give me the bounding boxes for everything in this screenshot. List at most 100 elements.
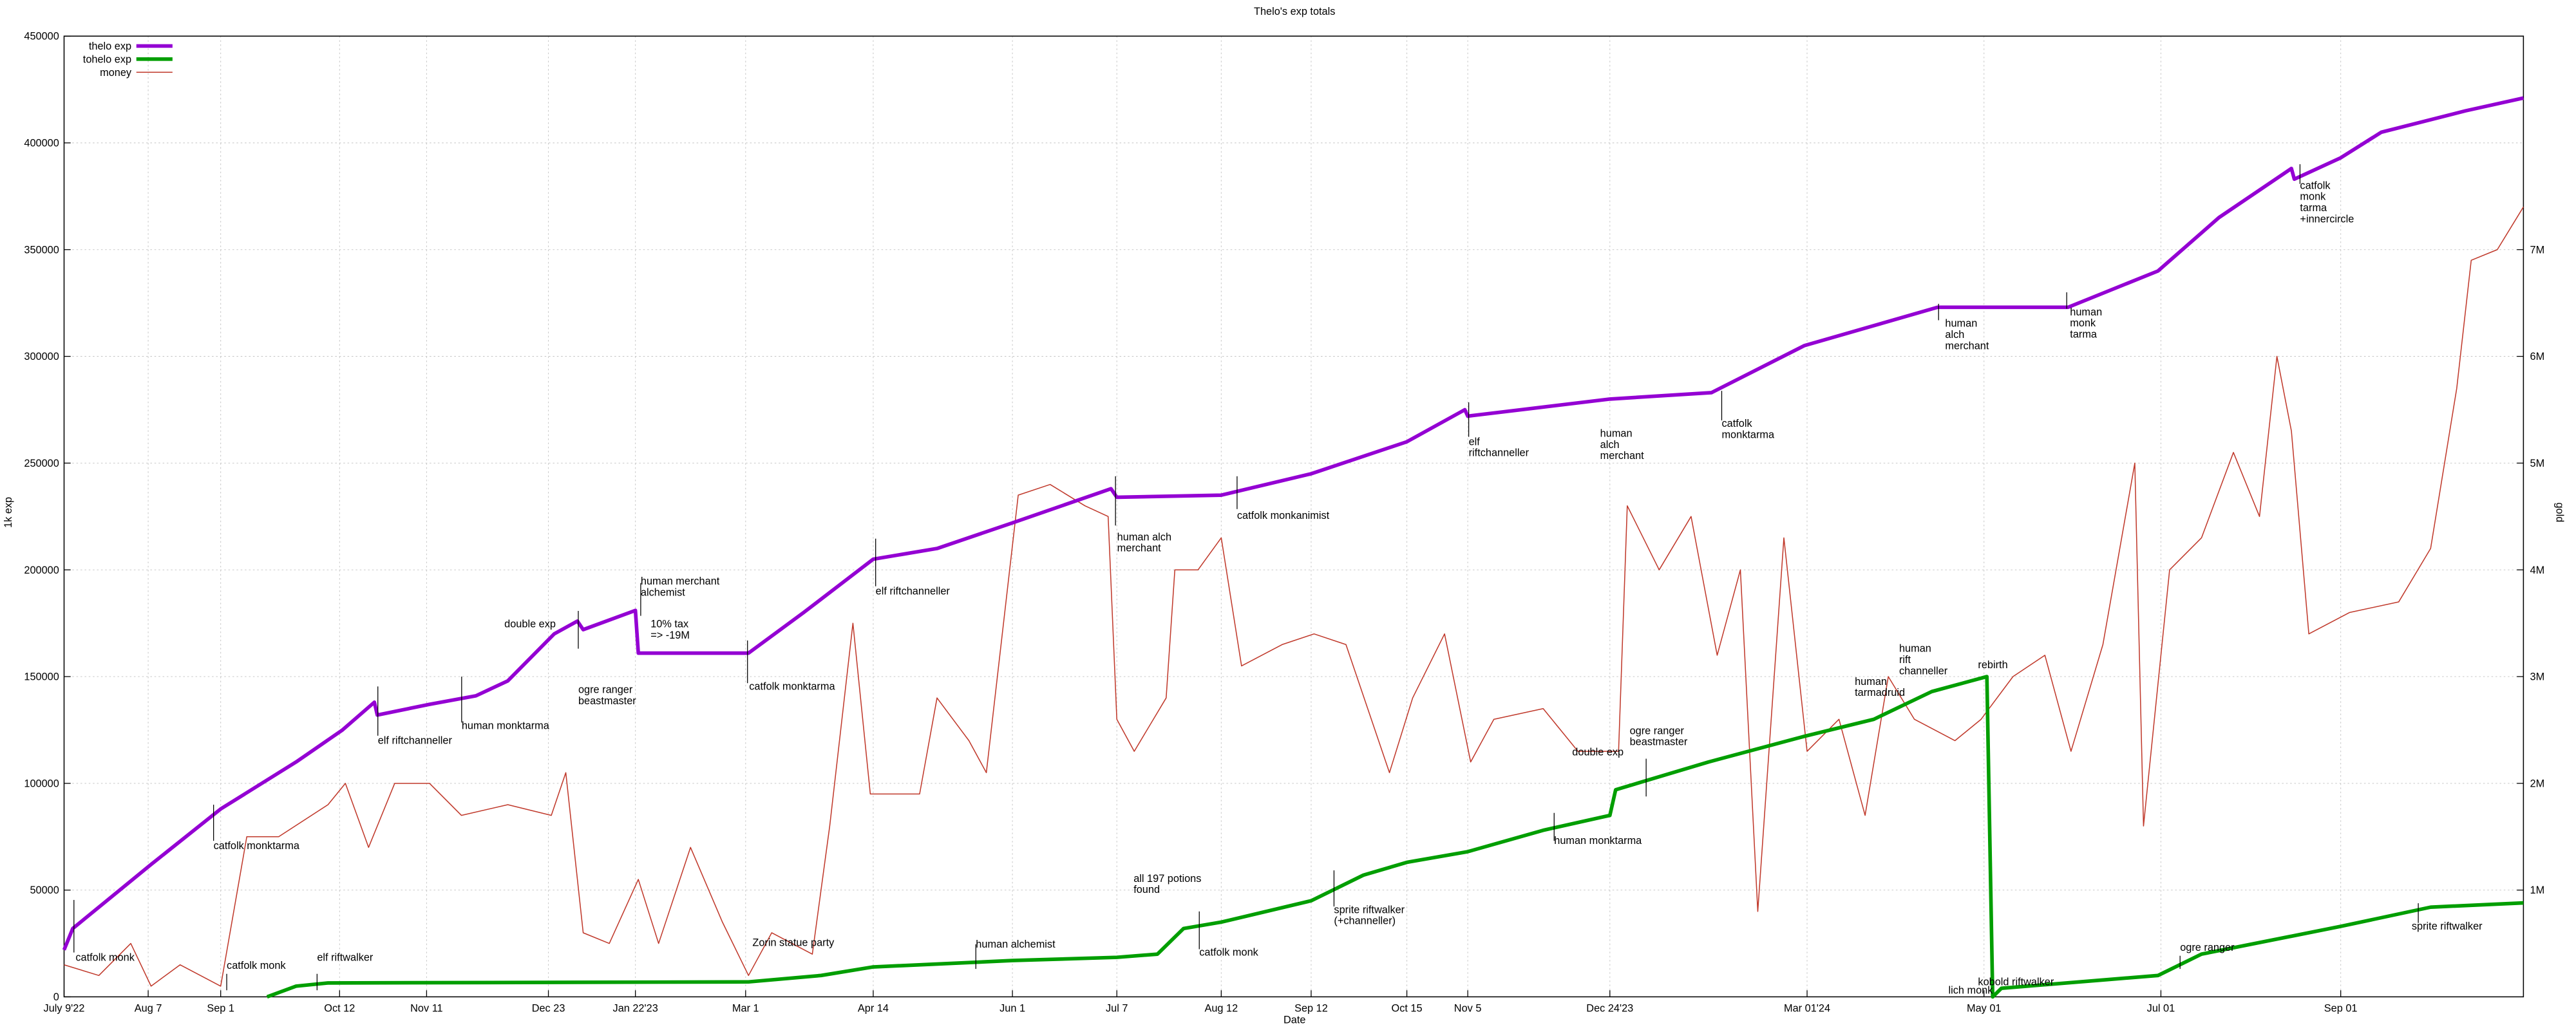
- legend-label: money: [100, 67, 132, 79]
- annotation: Zorin statue party: [752, 937, 835, 948]
- annotation: (+channeller): [1334, 915, 1396, 927]
- y-tick-label: 0: [53, 991, 59, 1003]
- series-line: [64, 207, 2524, 987]
- annotation: tarma: [2300, 202, 2327, 214]
- x-tick-label: Jul 01: [2147, 1002, 2175, 1014]
- y-tick-label: 450000: [24, 31, 59, 42]
- y-tick-label: 300000: [24, 351, 59, 362]
- annotation: elf riftchanneller: [876, 585, 951, 597]
- y2-tick-label: 4M: [2530, 565, 2545, 576]
- annotation: 10% tax: [650, 618, 688, 630]
- annotation: monktarma: [1721, 429, 1775, 441]
- x-tick-label: May 01: [1967, 1002, 2002, 1014]
- x-axis-label: Date: [1283, 1014, 1305, 1025]
- annotation: merchant: [1600, 450, 1644, 462]
- y-tick-label: 150000: [24, 671, 59, 683]
- annotation: beastmaster: [578, 695, 636, 707]
- annotation: rebirth: [1978, 659, 2007, 671]
- x-tick-label: Mar 1: [732, 1002, 759, 1014]
- legend-label: tohelo exp: [83, 53, 131, 65]
- annotation: beastmaster: [1630, 736, 1688, 748]
- y2-tick-label: 7M: [2530, 244, 2545, 256]
- chart-title: Thelo's exp totals: [1254, 6, 1335, 17]
- annotation: rift: [1899, 654, 1911, 666]
- annotation: human: [2070, 306, 2102, 318]
- y2-tick-label: 1M: [2530, 885, 2545, 896]
- series-line: [266, 675, 2524, 999]
- annotation: human monktarma: [1554, 835, 1642, 847]
- annotation: ogre ranger: [578, 684, 633, 696]
- annotation: human: [1899, 643, 1931, 655]
- annotation: human alchemist: [976, 939, 1056, 950]
- series-line: [62, 96, 2524, 951]
- annotation: merchant: [1945, 340, 1989, 351]
- annotation: alch: [1945, 329, 1964, 341]
- annotation: catfolk: [1721, 418, 1752, 429]
- y-tick-label: 100000: [24, 778, 59, 789]
- annotation: elf riftwalker: [317, 951, 374, 963]
- annotation: double exp: [504, 618, 556, 630]
- annotation: tarmadruid: [1855, 687, 1905, 698]
- annotation: tarma: [2070, 328, 2098, 340]
- x-tick-label: Oct 15: [1392, 1002, 1423, 1014]
- annotation: catfolk: [2300, 180, 2331, 191]
- annotation: channeller: [1899, 665, 1948, 677]
- x-tick-label: Sep 1: [207, 1002, 234, 1014]
- x-tick-label: Sep 12: [1294, 1002, 1328, 1014]
- annotation: elf: [1469, 436, 1481, 447]
- annotation: ogre ranger: [1630, 725, 1685, 736]
- x-tick-label: Sep 01: [2324, 1002, 2358, 1014]
- y-tick-label: 350000: [24, 244, 59, 256]
- plot-frame: [63, 35, 2524, 998]
- annotation: human alch: [1117, 531, 1171, 543]
- annotation: alchemist: [641, 587, 685, 599]
- y-tick-label: 50000: [30, 885, 59, 896]
- x-tick-label: Aug 7: [135, 1002, 162, 1014]
- x-tick-label: Jan 22'23: [613, 1002, 658, 1014]
- legend-label: thelo exp: [89, 41, 131, 52]
- x-tick-label: Nov 11: [410, 1002, 442, 1014]
- annotation: sprite riftwalker: [1334, 904, 1405, 915]
- annotation: catfolk monktarma: [214, 840, 300, 852]
- annotation: human: [1855, 676, 1887, 688]
- annotation: human merchant: [641, 576, 720, 587]
- annotation: alch: [1600, 439, 1620, 451]
- annotation: double exp: [1572, 746, 1624, 758]
- annotation: human monktarma: [462, 720, 550, 732]
- annotation: human: [1600, 428, 1633, 440]
- y-tick-label: 200000: [24, 565, 59, 576]
- annotation: catfolk monk: [1199, 947, 1258, 959]
- y2-tick-label: 2M: [2530, 778, 2545, 789]
- annotation: sprite riftwalker: [2412, 921, 2483, 932]
- annotation: all 197 potions: [1133, 873, 1201, 885]
- annotation: monk: [2070, 317, 2096, 329]
- x-tick-label: Jul 7: [1106, 1002, 1128, 1014]
- x-tick-label: Oct 12: [324, 1002, 355, 1014]
- annotation: found: [1133, 884, 1160, 895]
- y2-tick-label: 3M: [2530, 671, 2545, 683]
- x-tick-label: Mar 01'24: [1784, 1002, 1830, 1014]
- y-tick-label: 250000: [24, 458, 59, 469]
- annotation: lich monk: [1949, 984, 1994, 996]
- annotation: human: [1945, 318, 1977, 330]
- annotation: monk: [2300, 191, 2326, 203]
- annotation: kobold riftwalker: [1978, 977, 2054, 988]
- x-tick-label: Aug 12: [1204, 1002, 1238, 1014]
- annotation: riftchanneller: [1469, 447, 1530, 459]
- annotation: ogre ranger: [2180, 942, 2235, 953]
- annotation: => -19M: [650, 630, 690, 641]
- annotation: catfolk monktarma: [749, 680, 835, 692]
- annotation: catfolk monk: [227, 960, 286, 971]
- annotation: catfolk monk: [75, 951, 135, 963]
- x-tick-label: Nov 5: [1454, 1002, 1482, 1014]
- x-tick-label: Apr 14: [858, 1002, 889, 1014]
- annotation: merchant: [1117, 543, 1161, 554]
- annotation: +innercircle: [2300, 213, 2354, 225]
- y-axis-label: 1k exp: [3, 497, 14, 528]
- x-tick-label: July 9'22: [44, 1002, 85, 1014]
- y2-tick-label: 6M: [2530, 351, 2545, 362]
- x-tick-label: Jun 1: [999, 1002, 1025, 1014]
